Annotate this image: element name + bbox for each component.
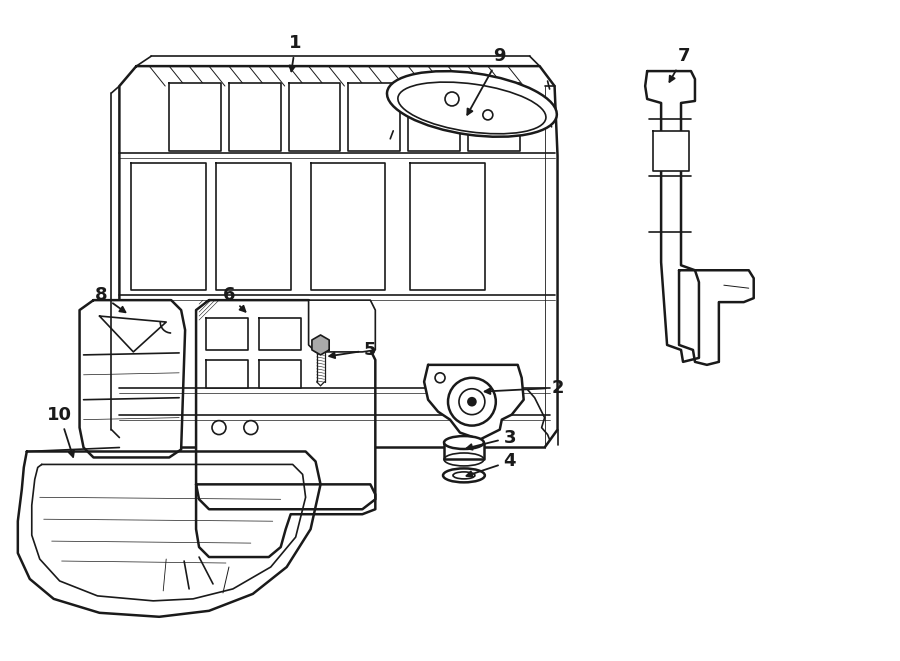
Polygon shape <box>424 365 524 440</box>
Polygon shape <box>131 163 206 290</box>
Polygon shape <box>289 83 340 151</box>
Text: 5: 5 <box>329 341 376 359</box>
Polygon shape <box>196 485 375 557</box>
Polygon shape <box>312 335 329 355</box>
Text: 10: 10 <box>47 406 74 457</box>
Polygon shape <box>259 360 301 388</box>
Polygon shape <box>120 66 557 447</box>
Polygon shape <box>409 83 460 151</box>
Polygon shape <box>79 300 185 457</box>
Polygon shape <box>229 83 281 151</box>
Polygon shape <box>196 300 375 509</box>
Polygon shape <box>309 300 375 352</box>
Circle shape <box>468 398 476 406</box>
Text: 1: 1 <box>290 34 302 71</box>
Text: 2: 2 <box>485 379 563 397</box>
Polygon shape <box>206 318 248 350</box>
Polygon shape <box>169 83 221 151</box>
Polygon shape <box>18 451 320 617</box>
Polygon shape <box>645 71 699 362</box>
Text: 9: 9 <box>467 47 506 115</box>
Polygon shape <box>679 270 753 365</box>
Polygon shape <box>444 442 484 459</box>
Ellipse shape <box>444 436 484 449</box>
Polygon shape <box>653 131 689 171</box>
Polygon shape <box>216 163 291 290</box>
Polygon shape <box>348 83 400 151</box>
Polygon shape <box>310 163 385 290</box>
Polygon shape <box>410 163 485 290</box>
Ellipse shape <box>443 469 485 483</box>
Text: 3: 3 <box>466 428 516 449</box>
Text: 8: 8 <box>95 286 125 312</box>
Text: 6: 6 <box>222 286 246 312</box>
Circle shape <box>448 378 496 426</box>
Text: 4: 4 <box>466 452 516 477</box>
Polygon shape <box>468 83 519 151</box>
Polygon shape <box>206 360 248 388</box>
Text: 7: 7 <box>670 47 690 82</box>
Polygon shape <box>259 318 301 350</box>
Ellipse shape <box>387 71 557 137</box>
